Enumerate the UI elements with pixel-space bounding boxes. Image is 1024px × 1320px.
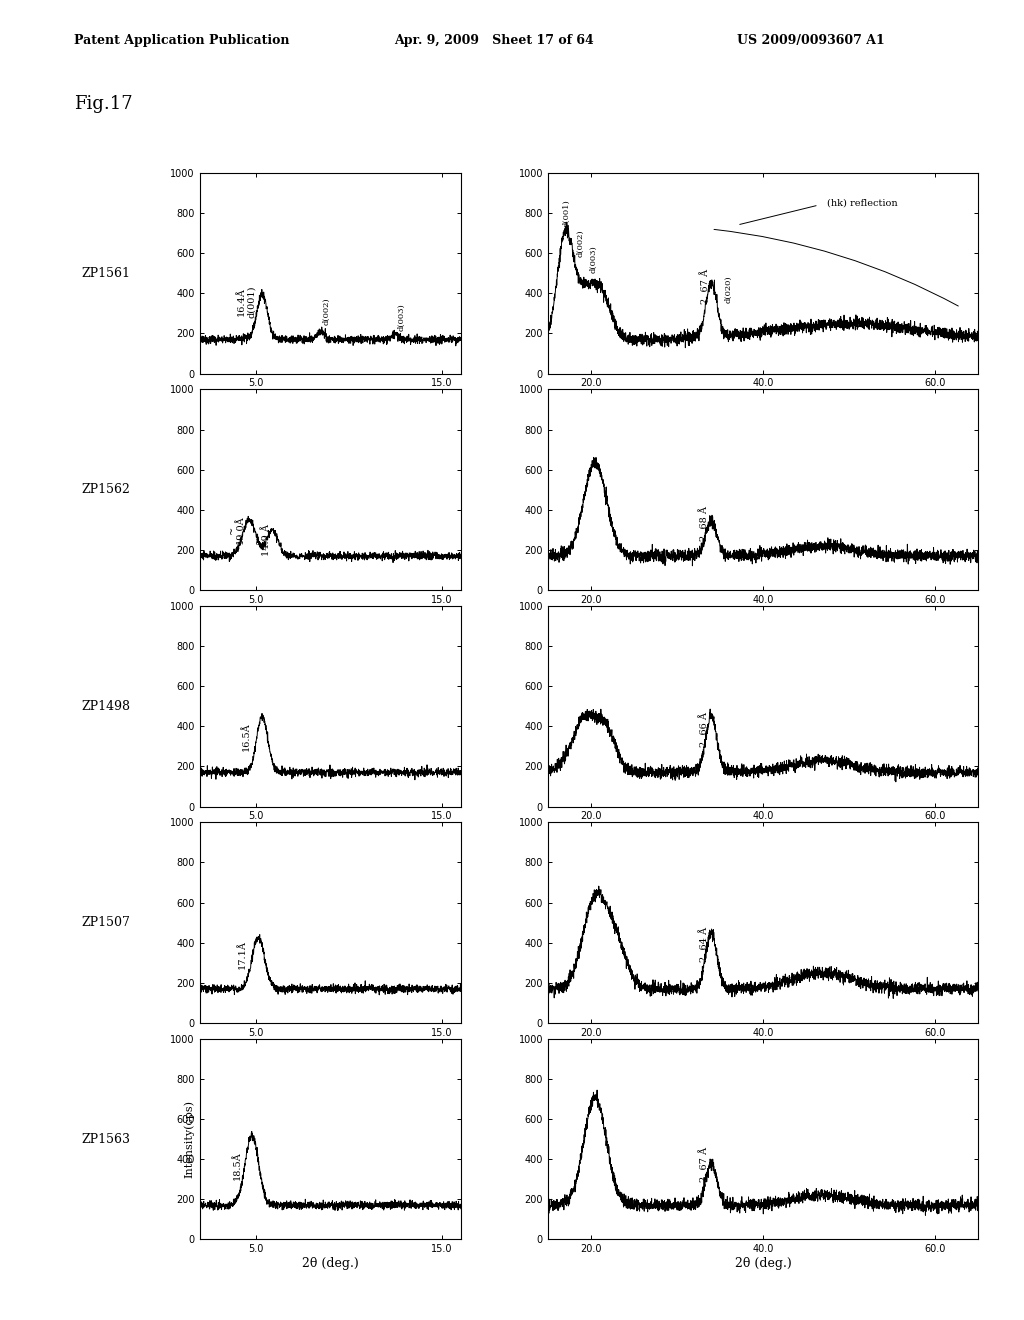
- Text: 2. 67 Å: 2. 67 Å: [700, 269, 710, 305]
- Text: ZP1498: ZP1498: [82, 700, 131, 713]
- Text: d(002): d(002): [577, 230, 585, 256]
- Text: ZP1507: ZP1507: [82, 916, 131, 929]
- X-axis label: 2θ (deg.): 2θ (deg.): [734, 1257, 792, 1270]
- Text: d(003): d(003): [397, 304, 406, 331]
- Text: ~
19.0Å: ~ 19.0Å: [227, 516, 245, 544]
- Text: US 2009/0093607 A1: US 2009/0093607 A1: [737, 34, 885, 48]
- Text: 18.5Å: 18.5Å: [232, 1151, 242, 1180]
- Text: 2. 64 Å: 2. 64 Å: [699, 927, 709, 962]
- Text: 2. 67 Å: 2. 67 Å: [699, 1147, 709, 1183]
- Text: d(002): d(002): [323, 297, 331, 325]
- Text: d(001): d(001): [563, 199, 570, 227]
- Text: ZP1563: ZP1563: [82, 1133, 131, 1146]
- Text: 2. 68 Å: 2. 68 Å: [699, 506, 709, 541]
- Text: (hk) reflection: (hk) reflection: [827, 199, 898, 209]
- Text: ZP1562: ZP1562: [82, 483, 131, 496]
- Text: Patent Application Publication: Patent Application Publication: [74, 34, 289, 48]
- Text: ZP1561: ZP1561: [82, 267, 131, 280]
- Text: d(003): d(003): [590, 246, 597, 273]
- Text: d(020): d(020): [724, 276, 732, 302]
- Text: ~
14.9 Å: ~ 14.9 Å: [253, 524, 271, 556]
- X-axis label: 2θ (deg.): 2θ (deg.): [302, 1257, 358, 1270]
- Text: 17.1Å: 17.1Å: [238, 940, 247, 969]
- Text: 16.4Å
d(001): 16.4Å d(001): [237, 285, 256, 318]
- Text: 2. 66 Å: 2. 66 Å: [699, 713, 709, 747]
- Text: Intensity(cps): Intensity(cps): [184, 1100, 195, 1179]
- Text: Apr. 9, 2009   Sheet 17 of 64: Apr. 9, 2009 Sheet 17 of 64: [394, 34, 594, 48]
- Text: Fig.17: Fig.17: [74, 95, 132, 114]
- Text: 16.5Å: 16.5Å: [242, 722, 251, 751]
